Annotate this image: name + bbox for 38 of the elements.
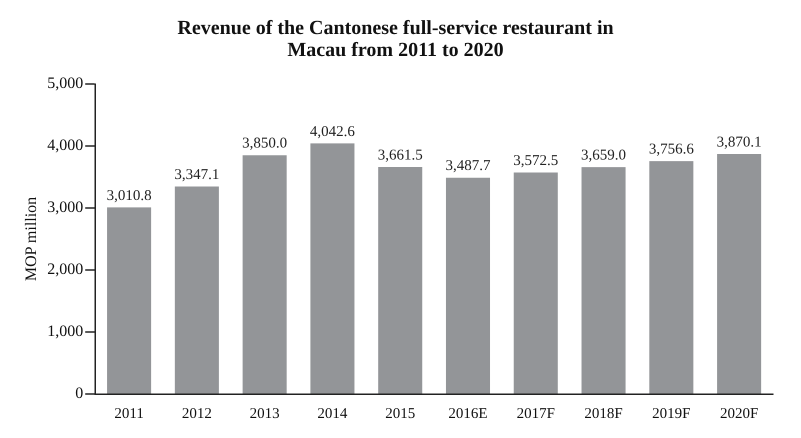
- x-tick-label: 2011: [114, 406, 144, 422]
- bar: [378, 166, 422, 394]
- bar: [242, 155, 287, 394]
- data-label: 3,010.8: [106, 188, 152, 204]
- y-tick-label: 3,000: [47, 199, 84, 216]
- data-label: 3,487.7: [445, 158, 491, 174]
- y-axis-title: MOP million: [22, 196, 40, 282]
- data-label: 3,572.5: [513, 152, 558, 169]
- bar: [514, 172, 558, 394]
- bar: [107, 207, 152, 394]
- x-tick-label: 2014: [317, 406, 348, 422]
- y-tick-label: 0: [75, 385, 84, 402]
- x-tick-label: 2013: [250, 406, 280, 422]
- data-label: 3,850.0: [242, 136, 288, 152]
- x-tick-label: 2017F: [516, 406, 555, 422]
- bar: [446, 178, 490, 394]
- data-label: 3,756.6: [648, 142, 694, 158]
- data-label: 3,347.1: [174, 166, 220, 183]
- x-tick-label: 2018F: [584, 406, 623, 422]
- x-tick-label: 2012: [182, 406, 212, 422]
- y-tick-label: 1,000: [47, 323, 84, 340]
- bar: [649, 161, 694, 394]
- bar: [174, 186, 219, 394]
- data-label: 3,661.5: [378, 147, 423, 164]
- data-label: 3,870.1: [716, 134, 762, 150]
- bar: [582, 167, 626, 394]
- x-tick-label: 2019F: [652, 406, 690, 422]
- y-tick-label: 2,000: [47, 261, 84, 278]
- data-label: 4,042.6: [310, 124, 356, 140]
- data-label: 3,659.0: [581, 148, 626, 164]
- bar: [310, 143, 354, 394]
- y-tick-label: 5,000: [47, 75, 84, 92]
- chart-title: Revenue of the Cantonese full-service restaurant in Macau from 2011 to 2020: [177, 17, 614, 62]
- x-tick-label: 2016E: [448, 406, 488, 422]
- x-tick-label: 2015: [385, 406, 416, 422]
- bar: [717, 154, 762, 394]
- x-tick-label: 2020F: [720, 406, 758, 422]
- y-tick-label: 4,000: [47, 137, 84, 154]
